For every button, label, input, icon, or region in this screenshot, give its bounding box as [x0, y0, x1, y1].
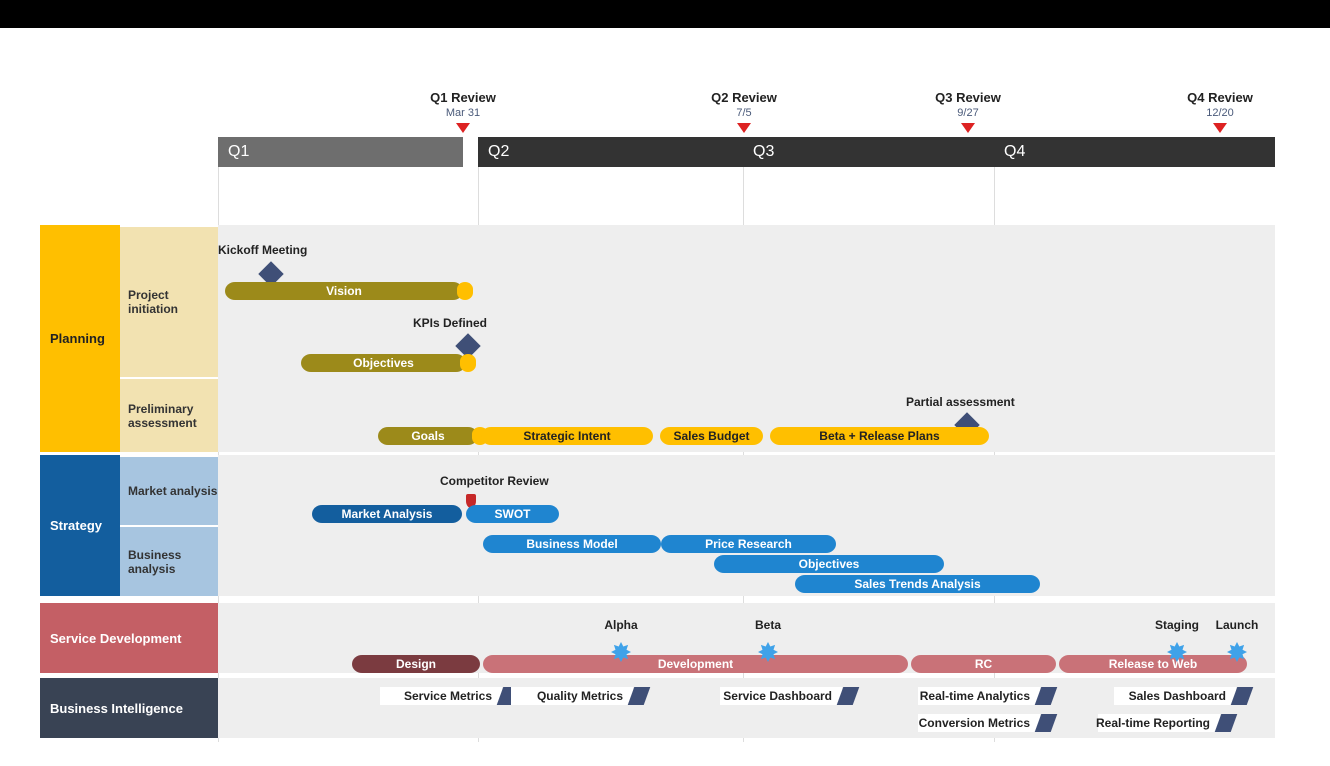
bar-chevron-tip — [460, 354, 476, 372]
task-bar: RC — [911, 655, 1056, 673]
burst-icon — [1166, 641, 1188, 663]
task-bar: Objectives — [301, 354, 466, 372]
task-bar: Vision — [225, 282, 463, 300]
task-bar: Strategic Intent — [481, 427, 653, 445]
milestone-marker-icon — [961, 123, 975, 133]
quarter-header: Q4 — [994, 137, 1275, 167]
task-bar: Development — [483, 655, 908, 673]
bi-flag: Real-time Analytics — [918, 687, 1040, 705]
quarter-header: Q3 — [743, 137, 994, 167]
milestone-label: Q1 Review — [423, 90, 503, 105]
task-bar: Goals — [378, 427, 478, 445]
task-bar: Design — [352, 655, 480, 673]
task-bar: Release to Web — [1059, 655, 1247, 673]
burst-icon — [757, 641, 779, 663]
event-label: Beta — [738, 618, 798, 632]
swimlane-bg — [218, 455, 1275, 596]
burst-icon — [1226, 641, 1248, 663]
bi-flag: Service Dashboard — [720, 687, 842, 705]
task-bar: Business Model — [483, 535, 661, 553]
swimlane-bg — [218, 225, 1275, 452]
milestone-date: 7/5 — [704, 107, 784, 119]
event-label: Partial assessment — [906, 395, 1015, 409]
section-header-strategy: Strategy — [40, 455, 120, 596]
section-header-bi: Business Intelligence — [40, 678, 218, 738]
burst-icon — [610, 641, 632, 663]
event-label: Alpha — [591, 618, 651, 632]
event-label: Launch — [1207, 618, 1267, 632]
milestone-date: 9/27 — [928, 107, 1008, 119]
black-header-bar — [0, 0, 1330, 28]
bar-chevron-tip — [457, 282, 473, 300]
bi-flag: Conversion Metrics — [918, 714, 1040, 732]
milestone-label: Q2 Review — [704, 90, 784, 105]
event-label: Competitor Review — [440, 474, 549, 488]
event-label: Staging — [1147, 618, 1207, 632]
bi-flag: Quality Metrics — [511, 687, 633, 705]
milestone-label: Q4 Review — [1180, 90, 1260, 105]
sub-section-label: Business analysis — [120, 525, 218, 596]
section-header-planning: Planning — [40, 225, 120, 452]
task-bar: Market Analysis — [312, 505, 462, 523]
task-bar: Objectives — [714, 555, 944, 573]
task-bar: Price Research — [661, 535, 836, 553]
section-header-service-dev: Service Development — [40, 603, 218, 673]
milestone-label: Q3 Review — [928, 90, 1008, 105]
bi-flag: Service Metrics — [380, 687, 502, 705]
sub-section-label: Preliminary assessment — [120, 377, 218, 452]
event-label: KPIs Defined — [413, 316, 487, 330]
gantt-chart: Q1 Review Mar 31 Q2 Review 7/5 Q3 Review 9/27… — [0, 28, 1330, 766]
bi-flag: Real-time Reporting — [1098, 714, 1220, 732]
quarter-header: Q2 — [478, 137, 743, 167]
milestone-marker-icon — [1213, 123, 1227, 133]
task-bar: Sales Budget — [660, 427, 763, 445]
task-bar: Beta + Release Plans — [770, 427, 989, 445]
sub-section-label: Market analysis — [120, 455, 218, 525]
event-label: Kickoff Meeting — [218, 243, 307, 257]
quarter-header: Q1 — [218, 137, 463, 167]
milestone-marker-icon — [737, 123, 751, 133]
task-bar: SWOT — [466, 505, 559, 523]
milestone-date: 12/20 — [1180, 107, 1260, 119]
bi-flag: Sales Dashboard — [1114, 687, 1236, 705]
milestone-date: Mar 31 — [423, 107, 503, 119]
milestone-marker-icon — [456, 123, 470, 133]
task-bar: Sales Trends Analysis — [795, 575, 1040, 593]
sub-section-label: Project initiation — [120, 225, 218, 377]
